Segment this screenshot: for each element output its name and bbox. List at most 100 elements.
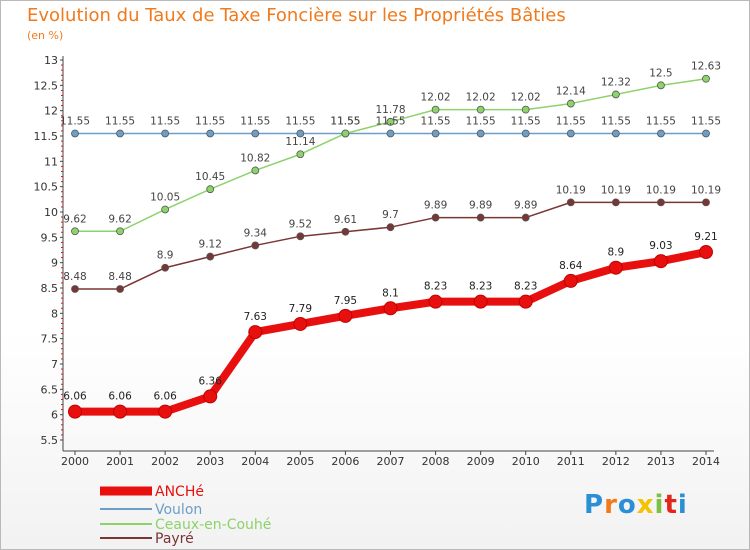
data-point (71, 227, 79, 236)
data-point (702, 74, 710, 83)
data-label: 11.78 (375, 104, 405, 116)
data-label: 9.62 (108, 213, 131, 225)
axes: 5.5 6 6.5 7 7.5 8 8.5 9 9.5 10 10.5 11 11.5 12 12.5 13 2… (34, 54, 721, 468)
data-label: 8.48 (108, 271, 131, 283)
data-label: 6.06 (153, 391, 177, 403)
data-point (248, 325, 263, 340)
data-label: 9.7 (382, 209, 399, 221)
data-point (566, 198, 575, 207)
data-point (431, 129, 440, 138)
y-tick-label: 5.5 (41, 434, 59, 447)
x-tick-label: 2008 (422, 455, 450, 468)
logo-letter: P (584, 490, 605, 520)
data-label: 6.06 (108, 391, 132, 403)
y-tick-label: 10 (44, 206, 58, 219)
y-tick-label: 8 (51, 307, 58, 320)
data-point (702, 129, 710, 138)
x-tick-label: 2010 (512, 455, 540, 468)
data-point (116, 129, 124, 138)
y-tick-label: 9.5 (41, 231, 59, 244)
data-point (428, 294, 443, 309)
data-point (158, 404, 173, 419)
data-point (293, 316, 308, 331)
data-point (296, 150, 305, 159)
logo-letter: i (677, 490, 688, 520)
data-point (657, 81, 665, 90)
data-labels: 6.06 6.06 6.06 6.36 7.63 7.79 7.95 8.1 8.23 8.23 8… (60, 61, 721, 403)
data-point (431, 105, 440, 114)
data-label: 11.55 (150, 115, 180, 127)
data-label: 10.19 (556, 184, 586, 196)
data-label: 12.63 (691, 61, 721, 73)
x-tick-label: 2002 (151, 455, 179, 468)
data-point (251, 129, 260, 138)
x-tick-label: 2014 (692, 455, 720, 468)
data-label: 11.55 (556, 115, 586, 127)
data-point (386, 117, 395, 126)
data-point (653, 254, 668, 269)
data-point (71, 129, 79, 138)
y-tick-label: 12.5 (34, 79, 59, 92)
data-label: 11.55 (105, 115, 135, 127)
x-tick-label: 2000 (61, 455, 89, 468)
data-point (116, 227, 124, 236)
data-label: 7.63 (244, 311, 267, 323)
y-tick-label: 13 (44, 54, 58, 67)
data-point (521, 129, 530, 138)
data-point (161, 205, 170, 214)
data-point (611, 129, 620, 138)
data-point (521, 213, 530, 222)
data-label: 9.89 (424, 200, 447, 212)
data-label: 9.89 (514, 200, 537, 212)
series-line (71, 248, 710, 416)
data-label: 12.02 (466, 92, 496, 104)
data-label: 11.55 (285, 115, 315, 127)
legend-label: Voulon (155, 502, 202, 518)
data-point (71, 285, 79, 293)
data-point (476, 129, 485, 138)
data-label: 8.9 (608, 247, 625, 259)
x-tick-label: 2012 (602, 455, 630, 468)
data-point (251, 166, 260, 175)
data-point (206, 185, 215, 194)
data-label: 12.14 (556, 86, 586, 98)
data-label: 8.23 (424, 281, 447, 293)
data-label: 10.19 (691, 184, 721, 196)
data-point (161, 129, 170, 138)
x-tick-label: 2009 (467, 455, 495, 468)
data-label: 8.64 (559, 260, 583, 272)
data-point (608, 260, 623, 275)
data-label: 11.55 (60, 115, 90, 127)
x-tick-label: 2006 (331, 455, 359, 468)
data-point (611, 90, 620, 99)
data-label: 8.9 (157, 250, 174, 262)
x-tick-label: 2001 (106, 455, 134, 468)
data-point (116, 285, 124, 293)
data-label: 11.14 (285, 136, 315, 148)
data-label: 12.02 (511, 92, 541, 104)
data-point (383, 301, 398, 316)
data-point (206, 129, 215, 138)
data-point (341, 227, 350, 236)
data-label: 12.02 (421, 92, 451, 104)
data-point (296, 232, 305, 241)
data-label: 11.55 (240, 115, 270, 127)
data-point (702, 198, 710, 207)
data-label: 11.55 (466, 115, 496, 127)
data-label: 8.23 (469, 281, 492, 293)
data-point (386, 223, 395, 232)
data-point (386, 129, 395, 138)
y-tick-label: 11.5 (34, 130, 59, 143)
data-label: 9.52 (289, 218, 312, 230)
legend-label: Ceaux-en-Couhé (155, 517, 271, 533)
data-label: 8.1 (382, 287, 399, 299)
x-tick-label: 2003 (196, 455, 224, 468)
data-label: 7.95 (334, 295, 357, 307)
data-label: 9.03 (649, 240, 672, 252)
data-label: 10.19 (601, 184, 631, 196)
data-label: 10.82 (240, 152, 270, 164)
y-tick-label: 11 (44, 155, 58, 168)
data-label: 11.55 (375, 115, 405, 127)
